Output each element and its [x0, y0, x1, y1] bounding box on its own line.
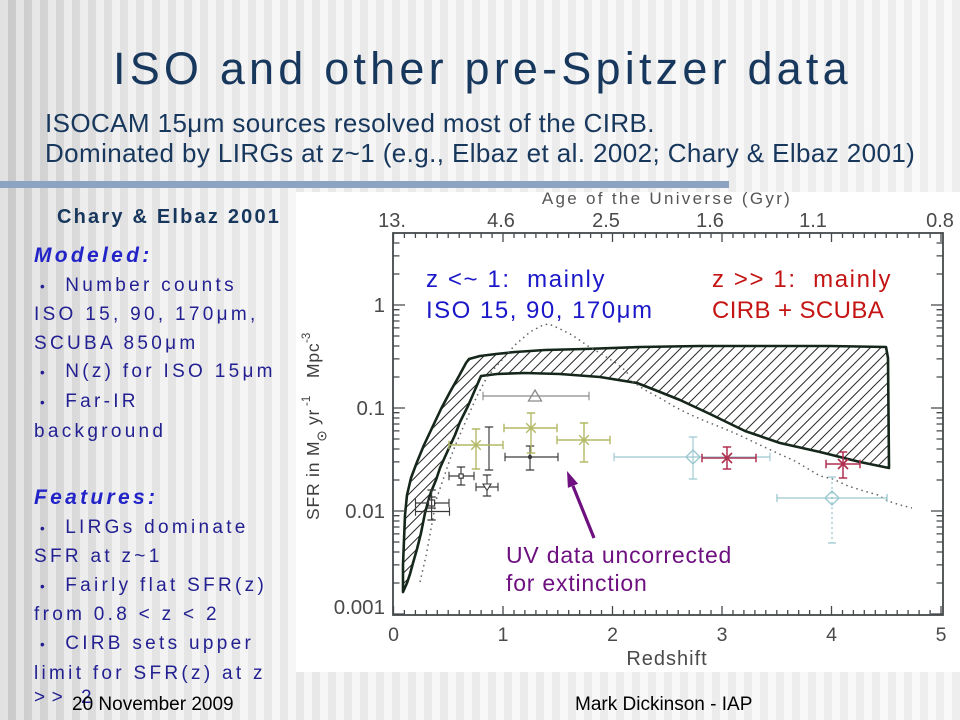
svg-text:z >> 1: mainly: z >> 1: mainly [712, 266, 892, 293]
svg-text:0.1: 0.1 [357, 397, 386, 420]
svg-text:Age of the Universe (Gyr): Age of the Universe (Gyr) [542, 189, 792, 208]
svg-text:UV data uncorrected: UV data uncorrected [506, 542, 732, 568]
svg-text:0.01: 0.01 [345, 500, 385, 523]
svg-text:-1: -1 [301, 396, 313, 406]
svg-text:0: 0 [388, 624, 399, 646]
svg-text:1.6: 1.6 [696, 210, 724, 232]
svg-text:0.8: 0.8 [926, 210, 954, 232]
svg-text:Redshift: Redshift [626, 648, 707, 670]
svg-text:5: 5 [936, 624, 947, 646]
svg-text:1: 1 [374, 294, 385, 317]
svg-text:1.1: 1.1 [799, 210, 827, 232]
svg-text:Mpc: Mpc [303, 343, 323, 378]
svg-text:z <~ 1: mainly: z <~ 1: mainly [426, 266, 606, 293]
svg-text:4.6: 4.6 [487, 210, 515, 232]
svg-text:SFR in M: SFR in M [303, 441, 323, 520]
svg-text:CIRB + SCUBA: CIRB + SCUBA [712, 297, 884, 324]
svg-text:yr: yr [303, 409, 323, 425]
svg-text:ISO 15, 90, 170μm: ISO 15, 90, 170μm [426, 297, 653, 324]
svg-text:0.001: 0.001 [334, 596, 385, 619]
svg-text:4: 4 [826, 624, 837, 646]
svg-text:2.5: 2.5 [592, 210, 620, 232]
svg-text:2: 2 [607, 624, 618, 646]
svg-text:for extinction: for extinction [506, 570, 648, 596]
svg-text:3: 3 [717, 624, 728, 646]
svg-text:1: 1 [498, 624, 509, 646]
svg-text:13.: 13. [378, 210, 406, 232]
svg-text:-3: -3 [301, 333, 313, 343]
